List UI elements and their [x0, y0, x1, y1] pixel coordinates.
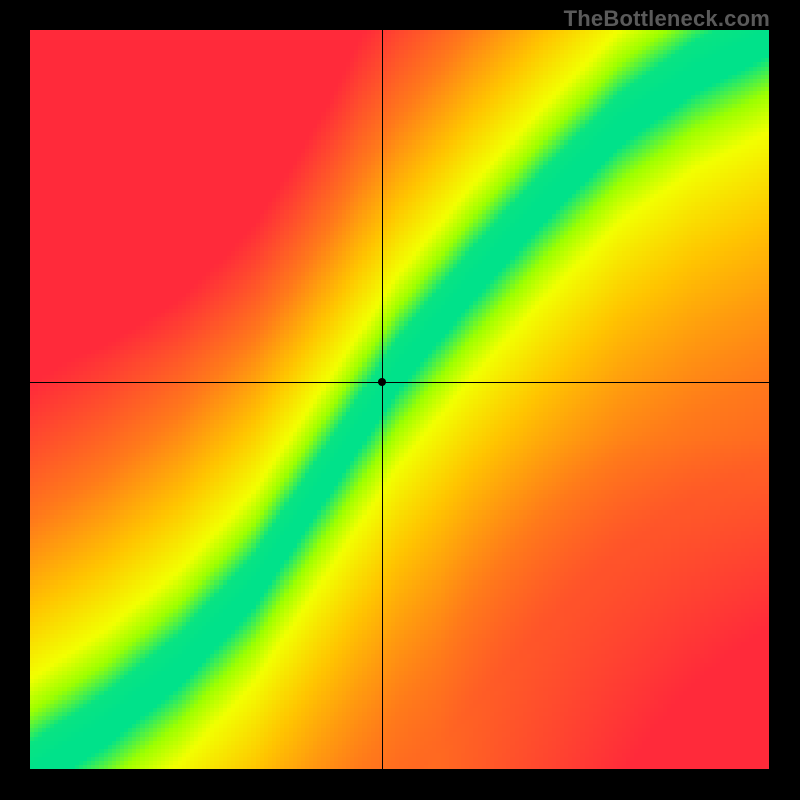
heatmap-canvas [30, 30, 770, 770]
crosshair-vertical [382, 30, 383, 770]
chart-frame: TheBottleneck.com [0, 0, 800, 800]
crosshair-marker [378, 378, 386, 386]
plot-area [30, 30, 770, 770]
watermark-text: TheBottleneck.com [564, 6, 770, 32]
crosshair-horizontal [30, 382, 770, 383]
